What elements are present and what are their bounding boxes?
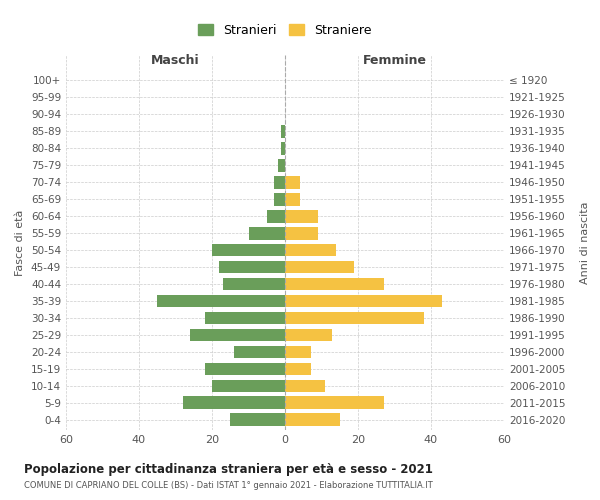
Bar [285,328,332,342]
Legend: Stranieri, Straniere: Stranieri, Straniere [194,20,376,40]
Bar [220,260,285,274]
Bar [285,176,299,188]
Bar [267,210,285,222]
Bar [285,193,299,205]
Bar [285,380,325,392]
Bar [285,346,311,358]
Bar [285,260,355,274]
Bar [274,193,285,205]
Y-axis label: Anni di nascita: Anni di nascita [580,201,589,284]
Bar [281,142,285,154]
Bar [205,312,285,324]
Bar [183,396,285,409]
Bar [212,380,285,392]
Bar [157,294,285,308]
Bar [230,414,285,426]
Text: Femmine: Femmine [362,54,427,67]
Bar [248,227,285,239]
Bar [190,328,285,342]
Text: COMUNE DI CAPRIANO DEL COLLE (BS) - Dati ISTAT 1° gennaio 2021 - Elaborazione TU: COMUNE DI CAPRIANO DEL COLLE (BS) - Dati… [24,481,433,490]
Bar [285,312,424,324]
Bar [285,244,336,256]
Bar [285,294,442,308]
Bar [281,125,285,138]
Text: Maschi: Maschi [151,54,200,67]
Bar [285,414,340,426]
Bar [285,210,318,222]
Bar [285,278,383,290]
Bar [212,244,285,256]
Bar [274,176,285,188]
Bar [285,362,311,376]
Bar [234,346,285,358]
Bar [205,362,285,376]
Bar [278,159,285,172]
Y-axis label: Fasce di età: Fasce di età [16,210,25,276]
Bar [223,278,285,290]
Bar [285,227,318,239]
Bar [285,396,383,409]
Text: Popolazione per cittadinanza straniera per età e sesso - 2021: Popolazione per cittadinanza straniera p… [24,462,433,475]
